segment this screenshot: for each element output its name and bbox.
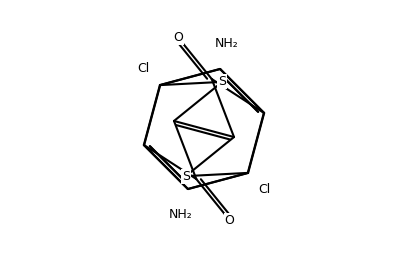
- Text: O: O: [224, 214, 235, 227]
- Text: Cl: Cl: [259, 183, 271, 196]
- Text: S: S: [182, 170, 190, 183]
- Text: S: S: [218, 75, 226, 88]
- Text: O: O: [173, 31, 184, 44]
- Text: Cl: Cl: [137, 62, 149, 75]
- Text: NH₂: NH₂: [215, 37, 239, 50]
- Text: NH₂: NH₂: [169, 208, 193, 221]
